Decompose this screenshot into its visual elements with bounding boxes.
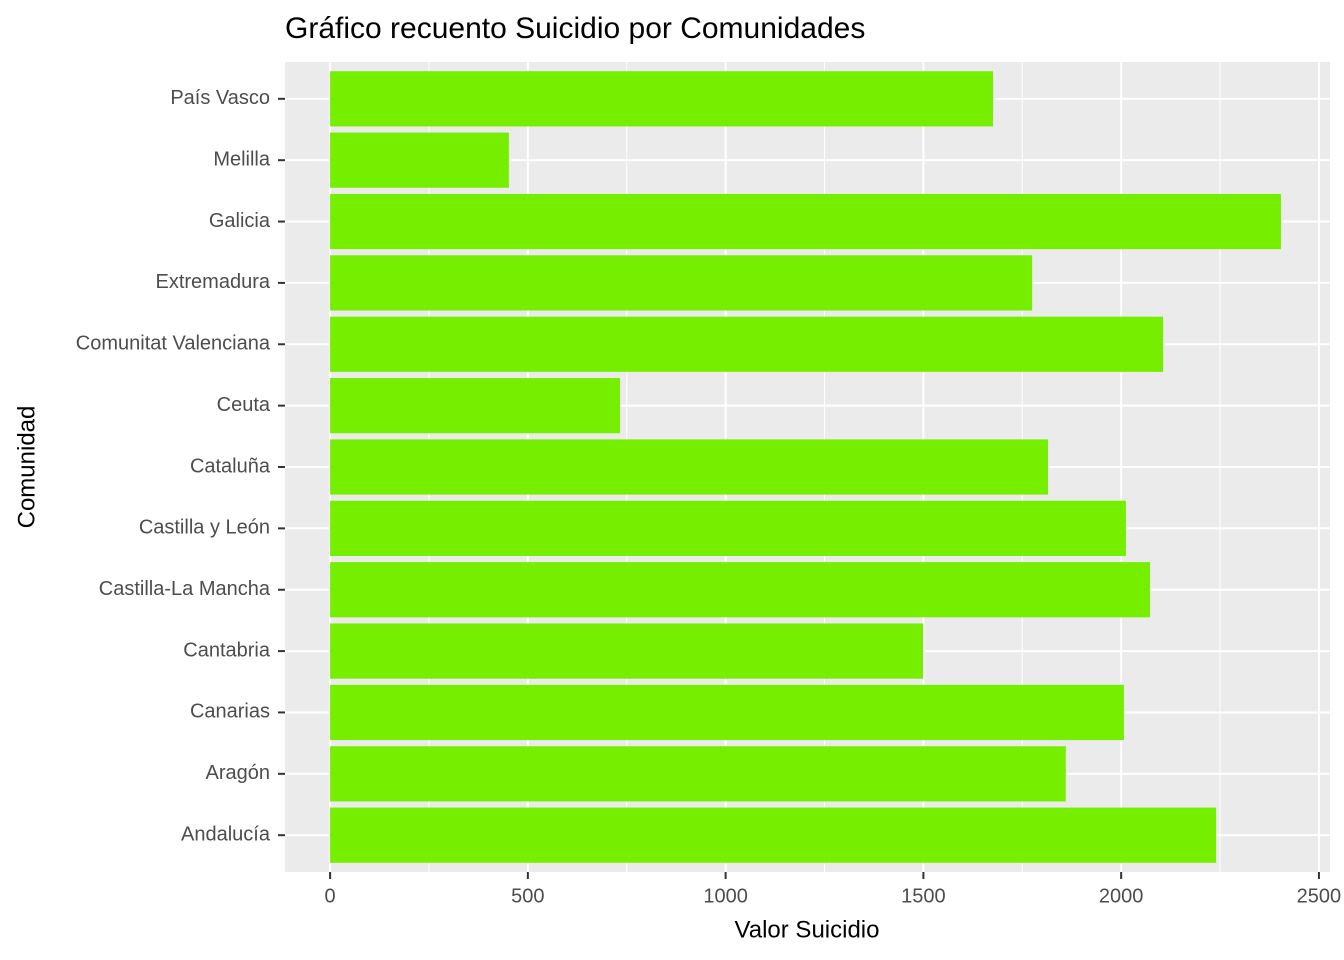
y-tick-label: Extremadura <box>156 271 271 293</box>
x-tick-label: 500 <box>511 885 544 907</box>
y-axis-title: Comunidad <box>13 406 40 529</box>
y-tick-label: Castilla y León <box>139 517 270 539</box>
x-tick-label: 2500 <box>1297 885 1342 907</box>
bar <box>330 316 1164 372</box>
y-tick-label: Andalucía <box>181 823 271 845</box>
x-tick-label: 1500 <box>901 885 946 907</box>
y-tick-label: Comunitat Valenciana <box>76 333 271 355</box>
y-tick-label: Canarias <box>190 701 270 723</box>
bar <box>330 193 1281 250</box>
bar <box>330 255 1033 311</box>
y-tick-label: Castilla-La Mancha <box>99 578 271 600</box>
bar <box>330 623 923 679</box>
y-tick-label: País Vasco <box>170 87 270 109</box>
bar <box>330 746 1066 802</box>
bar <box>330 562 1151 618</box>
y-tick-label: Aragón <box>206 762 271 784</box>
bar <box>330 684 1124 741</box>
bars <box>330 71 1281 863</box>
y-tick-label: Cataluña <box>190 455 271 477</box>
bar <box>330 807 1217 863</box>
x-tick-label: 1000 <box>703 885 748 907</box>
x-axis-title: Valor Suicidio <box>735 916 880 943</box>
y-tick-label: Ceuta <box>217 394 271 416</box>
y-tick-label: Melilla <box>213 148 271 170</box>
axes: 0 500 1000 1500 2000 2500 País Vasco Melilla Gal… <box>76 87 1341 907</box>
bar <box>330 132 509 188</box>
x-tick-label: 2000 <box>1099 885 1144 907</box>
bar <box>330 500 1126 556</box>
bar <box>330 439 1048 495</box>
x-tick-label: 0 <box>325 885 336 907</box>
chart-title: Gráfico recuento Suicidio por Comunidade… <box>285 12 865 45</box>
y-tick-label: Cantabria <box>183 639 271 661</box>
bar <box>330 378 621 434</box>
y-tick-label: Galicia <box>209 210 271 232</box>
bar <box>330 71 994 127</box>
